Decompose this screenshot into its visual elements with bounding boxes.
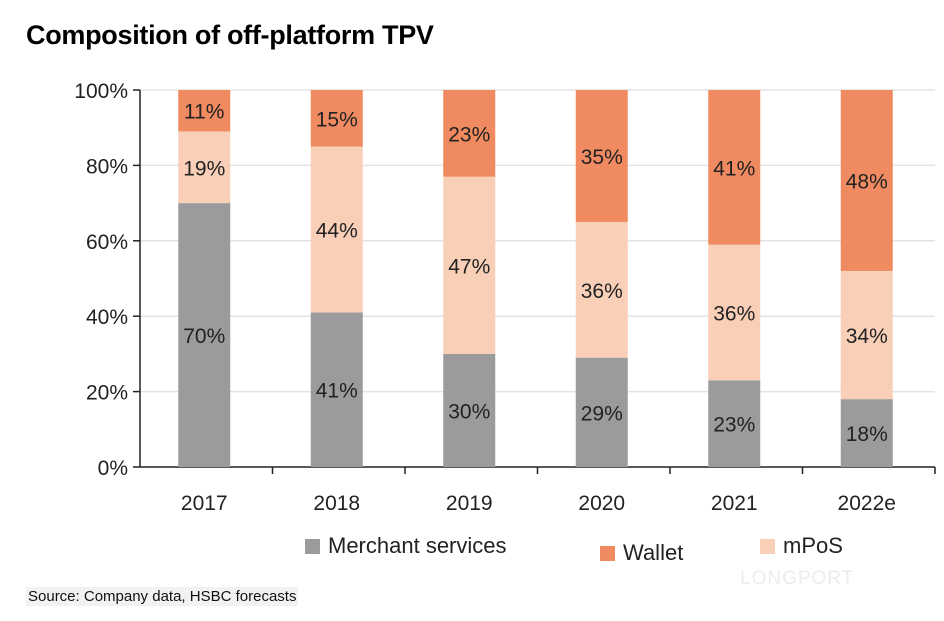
legend-label: Merchant services <box>328 533 507 558</box>
y-tick-label: 80% <box>86 155 128 178</box>
data-label: 36% <box>581 280 623 303</box>
data-label: 36% <box>713 302 755 325</box>
bar-segment-wallet <box>840 90 893 271</box>
data-label: 47% <box>448 255 490 278</box>
x-tick-label: 2017 <box>181 492 228 515</box>
watermark-logo: LONGPORT <box>740 568 855 589</box>
x-tick-label: 2022e <box>838 492 896 515</box>
bar-segment-wallet <box>310 90 363 147</box>
bar-segment-wallet <box>708 90 761 245</box>
y-tick-label: 40% <box>86 306 128 329</box>
data-label: 70% <box>183 325 225 348</box>
bar-segment-merchant-services <box>443 353 496 467</box>
bar-segment-wallet <box>443 90 496 177</box>
bar-segment-wallet <box>575 90 628 222</box>
y-tick-label: 20% <box>86 382 128 405</box>
bar-segment-merchant-services <box>575 357 628 467</box>
data-label: 41% <box>713 157 755 180</box>
x-tick-label: 2021 <box>711 492 758 515</box>
bar-segment-mpos <box>178 131 231 204</box>
legend-swatch <box>305 538 320 554</box>
legend-swatch <box>600 545 615 561</box>
y-tick-label: 0% <box>98 457 128 480</box>
y-tick-label: 100% <box>74 80 128 103</box>
data-label: 11% <box>184 101 224 124</box>
legend-swatch <box>760 538 775 554</box>
data-label: 30% <box>448 400 490 423</box>
data-label: 19% <box>183 157 225 180</box>
legend-label: Wallet <box>623 540 684 565</box>
data-label: 41% <box>316 380 358 403</box>
legend-label: mPoS <box>783 533 843 558</box>
bar-segment-merchant-services <box>310 312 363 467</box>
data-label: 15% <box>316 108 358 131</box>
bar-segment-merchant-services <box>178 203 231 467</box>
x-tick-label: 2018 <box>313 492 360 515</box>
legend-item-mpos: mPoS <box>760 533 843 559</box>
data-label: 23% <box>713 414 755 437</box>
bar-segment-mpos <box>310 146 363 313</box>
x-tick-label: 2020 <box>578 492 625 515</box>
bar-segment-wallet <box>178 90 231 132</box>
bar-segment-merchant-services <box>708 380 761 467</box>
data-label: 44% <box>316 219 358 242</box>
data-label: 29% <box>581 402 623 425</box>
legend-item-merchant-services: Merchant services <box>305 533 507 559</box>
legend-item-wallet: Wallet <box>600 540 683 566</box>
bar-segment-mpos <box>443 176 496 354</box>
source-note: Source: Company data, HSBC forecasts <box>26 587 299 606</box>
bar-segment-mpos <box>575 221 628 358</box>
data-label: 48% <box>846 170 888 193</box>
y-tick-label: 60% <box>86 231 128 254</box>
data-label: 18% <box>846 423 888 446</box>
bar-segment-mpos <box>708 244 761 381</box>
chart-title: Composition of off-platform TPV <box>26 20 434 50</box>
data-label: 34% <box>846 325 888 348</box>
data-label: 35% <box>581 146 623 169</box>
x-tick-label: 2019 <box>446 492 493 515</box>
bar-segment-mpos <box>840 270 893 400</box>
bar-segment-merchant-services <box>840 399 893 467</box>
data-label: 23% <box>448 123 490 146</box>
